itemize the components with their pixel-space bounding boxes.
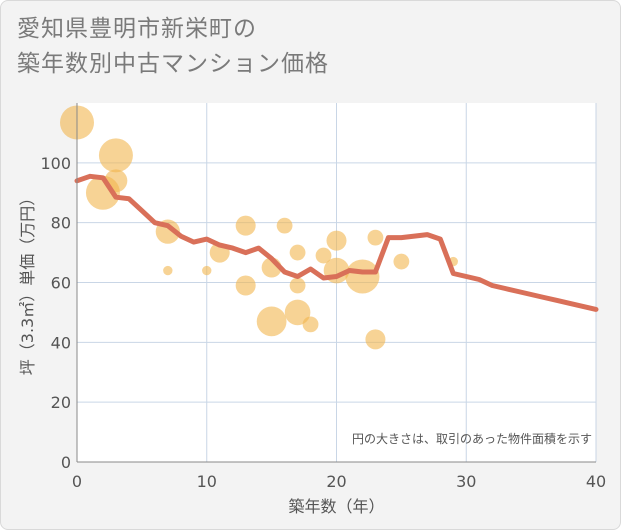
x-tick-label: 0 [72, 472, 82, 491]
y-tick-label: 60 [51, 274, 71, 293]
x-tick-label: 10 [197, 472, 217, 491]
x-tick-label: 30 [456, 472, 476, 491]
grid-lines [77, 103, 597, 462]
data-bubble [326, 230, 347, 251]
axes [76, 103, 596, 463]
tick-labels: 0 10 20 30 40 0 20 40 60 80 100 [40, 154, 606, 491]
x-tick-label: 40 [586, 472, 606, 491]
data-bubble [393, 253, 410, 270]
data-bubble [315, 247, 332, 264]
data-bubble [276, 217, 293, 234]
data-bubble [289, 244, 306, 261]
x-axis-label: 築年数（年） [288, 497, 384, 516]
y-tick-label: 100 [40, 154, 71, 173]
data-bubble [235, 215, 256, 236]
data-bubble [302, 316, 319, 333]
y-axis-label: 坪（3.3㎡）単価（万円） [18, 190, 37, 375]
data-bubble [202, 265, 212, 276]
y-tick-label: 40 [51, 333, 71, 352]
price-trend-line [74, 173, 599, 312]
y-tick-label: 0 [61, 453, 71, 472]
data-bubble [235, 275, 256, 296]
data-bubble [367, 229, 384, 246]
data-bubble [365, 329, 386, 350]
data-bubble [284, 299, 311, 326]
y-tick-label: 80 [51, 214, 71, 233]
data-bubble [345, 259, 380, 294]
bubble-layer [60, 105, 458, 350]
y-tick-label: 20 [51, 393, 71, 412]
data-bubble [256, 306, 287, 337]
data-bubble [163, 265, 173, 276]
title-line-2: 築年数別中古マンション価格 [17, 51, 329, 77]
title-line-1: 愛知県豊明市新栄町の [17, 16, 257, 42]
data-bubble [289, 277, 306, 294]
chart-title: 愛知県豊明市新栄町の 築年数別中古マンション価格 [17, 12, 329, 82]
bubble-size-note: 円の大きさは、取引のあった物件面積を示す [352, 431, 592, 446]
x-tick-label: 20 [326, 472, 346, 491]
data-bubble [98, 138, 133, 173]
